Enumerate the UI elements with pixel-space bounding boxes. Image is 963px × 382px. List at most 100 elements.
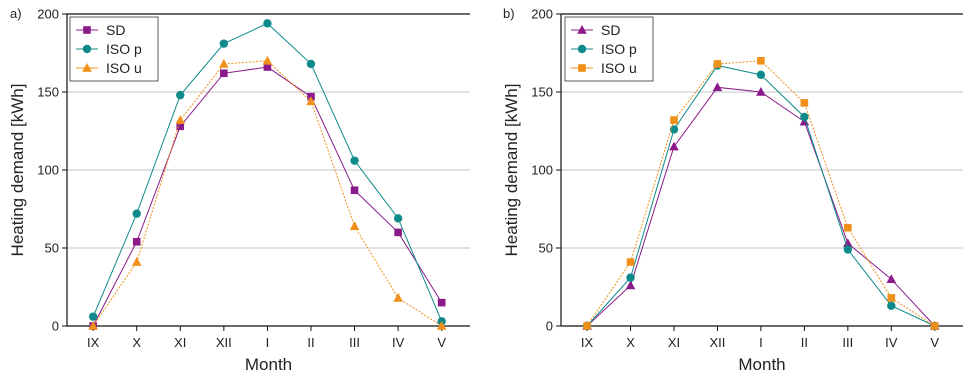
x-tick-label: II: [307, 335, 314, 350]
y-tick-label: 200: [531, 7, 553, 22]
x-axis-title: Month: [245, 355, 292, 374]
y-tick-label: 200: [37, 7, 59, 22]
legend-swatch-marker: [83, 26, 91, 34]
panel-label: b): [503, 6, 515, 21]
panel-label: a): [10, 6, 22, 21]
data-point-sd: [625, 280, 636, 290]
data-point-iso-u: [349, 221, 360, 230]
x-tick-label: X: [626, 335, 635, 350]
y-tick-label: 0: [52, 319, 59, 334]
data-point-iso-p: [843, 245, 853, 254]
x-tick-label: V: [437, 335, 446, 350]
data-point-iso-u: [306, 96, 316, 106]
data-point-iso-p: [756, 70, 766, 80]
data-point-iso-u: [887, 294, 896, 302]
y-tick-label: 100: [37, 163, 59, 178]
data-point-iso-u: [583, 322, 591, 330]
data-point-iso-p: [263, 19, 272, 28]
data-point-sd: [394, 228, 402, 237]
legend: SD ISO p ISO u: [69, 16, 159, 82]
data-point-sd: [843, 238, 853, 248]
data-point-sd: [756, 87, 766, 96]
legend-label: ISO p: [601, 41, 637, 57]
y-axis-title: Heating demand [kWh]: [502, 84, 521, 257]
data-point-iso-p: [626, 273, 635, 282]
data-point-sd: [437, 298, 446, 307]
legend-swatch-marker: [82, 63, 92, 72]
data-point-iso-p: [219, 39, 229, 48]
y-tick-label: 100: [531, 163, 553, 178]
data-point-iso-u: [844, 223, 852, 232]
data-point-iso-u: [800, 99, 809, 107]
x-tick-label: XI: [174, 335, 186, 350]
data-point-iso-u: [175, 115, 186, 124]
legend-label: ISO u: [106, 60, 142, 76]
y-tick-label: 50: [539, 241, 553, 256]
data-point-sd: [669, 141, 679, 151]
series-line-sd: [586, 86, 936, 327]
data-point-iso-u: [88, 321, 98, 330]
data-point-iso-u: [131, 257, 142, 266]
data-point-iso-p: [393, 214, 403, 223]
legend-label: ISO p: [106, 41, 142, 57]
x-axis-title: Month: [738, 355, 785, 374]
data-point-iso-p: [350, 156, 359, 165]
legend-swatch-marker: [577, 25, 587, 34]
legend-label: SD: [601, 22, 620, 38]
data-point-iso-p: [669, 125, 679, 134]
x-tick-label: XI: [668, 335, 680, 350]
legend-swatch-marker: [577, 44, 587, 54]
x-tick-label: III: [842, 335, 853, 350]
data-point-iso-u: [757, 57, 765, 65]
y-tick-label: 150: [37, 85, 59, 100]
data-point-sd: [220, 69, 228, 78]
x-tick-label: XII: [710, 335, 726, 350]
data-point-iso-p: [887, 301, 896, 310]
data-point-iso-p: [800, 112, 809, 122]
data-point-sd: [886, 274, 897, 283]
y-tick-label: 150: [531, 85, 553, 100]
x-tick-label: XII: [216, 335, 232, 350]
series-line-iso-u: [586, 60, 936, 327]
data-point-iso-u: [670, 116, 678, 124]
data-point-iso-p: [132, 209, 141, 218]
x-tick-label: II: [801, 335, 808, 350]
x-tick-label: IV: [392, 335, 405, 350]
data-point-iso-u: [393, 292, 403, 302]
legend-label: SD: [106, 22, 125, 38]
x-tick-label: IX: [581, 335, 594, 350]
data-point-iso-u: [262, 55, 273, 65]
data-point-iso-p: [176, 90, 185, 100]
x-tick-label: X: [132, 335, 141, 350]
series-line-sd: [92, 66, 443, 327]
data-point-iso-u: [930, 322, 939, 330]
x-tick-label: III: [349, 335, 360, 350]
x-tick-label: IV: [885, 335, 898, 350]
x-tick-label: I: [266, 335, 270, 350]
data-point-sd: [132, 237, 141, 246]
data-point-iso-p: [306, 59, 316, 69]
data-point-sd: [263, 63, 272, 71]
x-tick-label: I: [759, 335, 763, 350]
y-axis-title: Heating demand [kWh]: [8, 84, 27, 257]
y-tick-label: 50: [45, 241, 59, 256]
data-point-iso-u: [713, 60, 722, 68]
data-point-iso-u: [219, 58, 229, 68]
legend-swatch-marker: [82, 44, 92, 54]
legend: SD ISO p ISO u: [564, 16, 654, 82]
data-point-sd: [176, 122, 185, 131]
data-point-iso-p: [88, 312, 98, 321]
series-line-iso-p: [586, 64, 935, 327]
data-point-sd: [712, 82, 723, 92]
y-tick-label: 0: [546, 319, 553, 334]
x-tick-label: V: [930, 335, 939, 350]
data-point-iso-u: [626, 258, 635, 266]
legend-swatch-marker: [578, 64, 586, 72]
series-line-iso-u: [92, 60, 442, 327]
legend-label: ISO u: [601, 60, 637, 76]
data-point-sd: [350, 186, 359, 195]
